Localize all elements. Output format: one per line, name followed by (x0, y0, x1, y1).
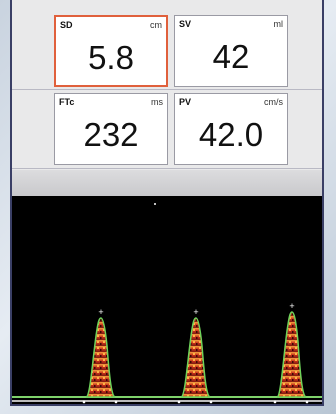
parameter-unit: cm (150, 20, 162, 30)
parameter-box[interactable]: PV cm/s 42.0 (174, 93, 288, 165)
parameter-value: 42.0 (175, 116, 287, 154)
parameter-value: 232 (55, 116, 167, 154)
svg-text:+: + (289, 301, 294, 311)
parameter-unit: ms (151, 97, 163, 107)
page: SD cm 5.8 SV ml 42 FTc ms 232 PV cm/s 42.0 + + (0, 0, 336, 414)
svg-text:+: + (98, 307, 103, 317)
svg-text:+: + (193, 307, 198, 317)
divider (12, 89, 322, 90)
status-band (12, 170, 322, 196)
parameter-label: PV (179, 97, 191, 107)
parameter-label: FTc (59, 97, 74, 107)
monitor-screen: SD cm 5.8 SV ml 42 FTc ms 232 PV cm/s 42.0 + + (10, 0, 324, 406)
parameter-value: 42 (175, 38, 287, 76)
parameter-unit: ml (274, 19, 284, 29)
parameter-box[interactable]: SD cm 5.8 (54, 15, 168, 87)
parameter-label: SD (60, 20, 73, 30)
parameter-value: 5.8 (56, 39, 166, 77)
divider (12, 168, 322, 169)
waveform-bg (12, 196, 322, 406)
parameter-unit: cm/s (264, 97, 283, 107)
parameter-box[interactable]: FTc ms 232 (54, 93, 168, 165)
doppler-waveform: + + + (12, 196, 322, 406)
parameter-box[interactable]: SV ml 42 (174, 15, 288, 87)
parameter-label: SV (179, 19, 191, 29)
